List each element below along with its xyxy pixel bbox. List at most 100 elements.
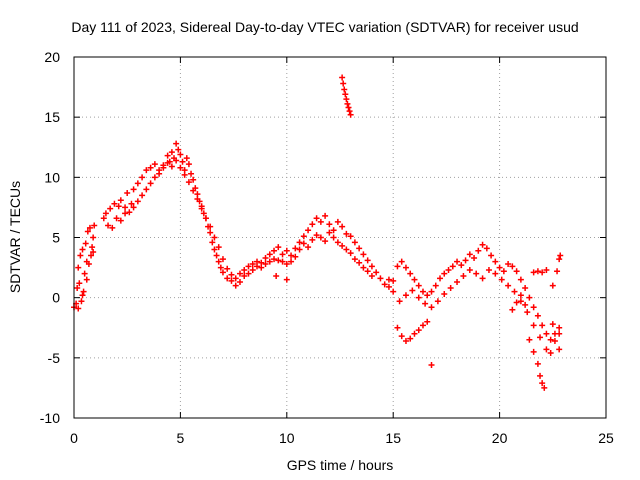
data-point bbox=[236, 270, 243, 277]
data-point bbox=[200, 210, 207, 217]
data-point bbox=[419, 322, 426, 329]
data-point bbox=[77, 252, 84, 259]
data-point bbox=[111, 200, 118, 207]
data-point bbox=[207, 223, 214, 230]
data-point bbox=[185, 179, 192, 186]
data-point bbox=[475, 247, 482, 254]
data-point bbox=[188, 170, 195, 177]
data-point bbox=[517, 298, 524, 305]
data-point bbox=[537, 334, 544, 341]
data-point bbox=[549, 282, 556, 289]
data-point bbox=[219, 256, 226, 263]
data-point bbox=[258, 259, 265, 266]
data-point bbox=[343, 230, 350, 237]
data-point bbox=[128, 200, 135, 207]
data-point bbox=[262, 260, 269, 267]
data-point bbox=[530, 322, 537, 329]
data-point bbox=[292, 253, 299, 260]
data-point bbox=[122, 204, 129, 211]
data-point bbox=[126, 209, 133, 216]
data-point bbox=[394, 324, 401, 331]
data-point bbox=[330, 234, 337, 241]
data-point bbox=[485, 266, 492, 273]
data-point bbox=[296, 239, 303, 246]
data-point bbox=[156, 170, 163, 177]
data-point bbox=[241, 273, 248, 280]
data-point bbox=[143, 167, 150, 174]
y-tick-label: 0 bbox=[52, 290, 60, 306]
data-point bbox=[432, 282, 439, 289]
data-point bbox=[488, 252, 495, 259]
data-point bbox=[396, 298, 403, 305]
data-point bbox=[346, 108, 353, 115]
data-point bbox=[80, 288, 87, 295]
data-point bbox=[275, 244, 282, 251]
data-point bbox=[344, 100, 351, 107]
x-tick-label: 10 bbox=[279, 430, 295, 446]
data-point bbox=[556, 330, 563, 337]
data-point bbox=[394, 263, 401, 270]
data-point bbox=[90, 248, 97, 255]
data-point bbox=[483, 245, 490, 252]
data-point bbox=[179, 158, 186, 165]
data-point bbox=[130, 204, 137, 211]
data-point bbox=[513, 299, 520, 306]
data-point bbox=[539, 269, 546, 276]
data-point bbox=[402, 337, 409, 344]
data-point bbox=[139, 192, 146, 199]
data-point bbox=[385, 276, 392, 283]
data-point bbox=[173, 140, 180, 147]
data-point bbox=[339, 74, 346, 81]
data-point bbox=[454, 258, 461, 265]
data-point bbox=[407, 270, 414, 277]
data-point bbox=[232, 282, 239, 289]
data-point bbox=[217, 264, 224, 271]
data-point bbox=[326, 221, 333, 228]
data-point bbox=[496, 264, 503, 271]
data-point bbox=[526, 294, 533, 301]
data-point bbox=[368, 273, 375, 280]
data-point bbox=[83, 276, 90, 283]
data-point bbox=[390, 277, 397, 284]
data-point bbox=[160, 164, 167, 171]
data-point bbox=[339, 223, 346, 230]
data-point bbox=[437, 275, 444, 282]
data-point bbox=[76, 280, 83, 287]
data-point bbox=[428, 362, 435, 369]
data-point bbox=[422, 300, 429, 307]
data-point bbox=[266, 251, 273, 258]
data-point bbox=[322, 212, 329, 219]
data-point bbox=[368, 263, 375, 270]
data-point bbox=[471, 254, 478, 261]
data-point bbox=[143, 186, 150, 193]
data-point bbox=[296, 246, 303, 253]
data-point bbox=[539, 380, 546, 387]
y-tick-label: 15 bbox=[44, 109, 60, 125]
data-point bbox=[541, 384, 548, 391]
data-point bbox=[326, 229, 333, 236]
data-point bbox=[117, 217, 124, 224]
x-tick-label: 5 bbox=[177, 430, 185, 446]
data-point bbox=[254, 258, 261, 265]
data-point bbox=[313, 215, 320, 222]
data-point bbox=[151, 161, 158, 168]
data-point bbox=[428, 288, 435, 295]
data-point bbox=[122, 210, 129, 217]
data-point bbox=[522, 301, 529, 308]
data-point bbox=[134, 198, 141, 205]
data-point bbox=[364, 268, 371, 275]
x-tick-label: 25 bbox=[598, 430, 614, 446]
data-point bbox=[526, 336, 533, 343]
data-point bbox=[249, 260, 256, 267]
data-point bbox=[551, 337, 558, 344]
data-point bbox=[341, 86, 348, 93]
data-point bbox=[556, 324, 563, 331]
data-point bbox=[211, 234, 218, 241]
data-point bbox=[113, 215, 120, 222]
data-point bbox=[543, 330, 550, 337]
data-point bbox=[402, 292, 409, 299]
grid-lines bbox=[74, 57, 606, 418]
data-point bbox=[419, 288, 426, 295]
data-point bbox=[151, 174, 158, 181]
data-point bbox=[181, 171, 188, 178]
